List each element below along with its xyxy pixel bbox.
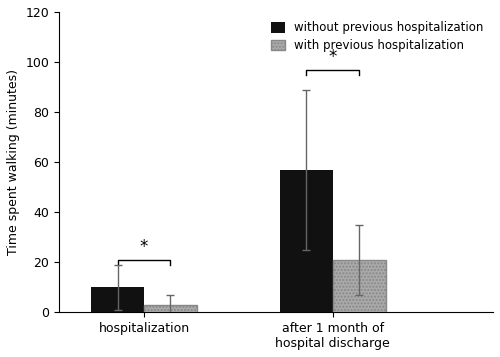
Y-axis label: Time spent walking (minutes): Time spent walking (minutes) [7, 69, 20, 255]
Bar [332, 260, 386, 312]
Bar [280, 170, 332, 312]
Bar [91, 287, 144, 312]
Bar [144, 305, 197, 312]
Text: *: * [328, 48, 337, 66]
Legend: without previous hospitalization, with previous hospitalization: without previous hospitalization, with p… [267, 18, 487, 56]
Text: *: * [140, 238, 148, 256]
